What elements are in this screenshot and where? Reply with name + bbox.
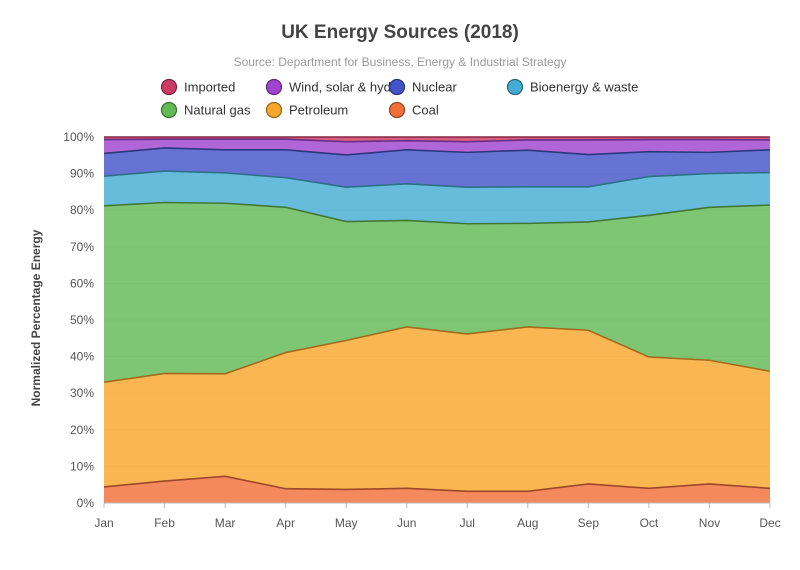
area-coal [104,476,770,503]
legend-label: Nuclear [412,80,457,95]
area-natural-gas [104,202,770,383]
line-nuclear [103,147,771,156]
y-tick-label: 10% [70,459,94,473]
legend-item-imported[interactable]: Imported [160,78,236,96]
legend-marker [160,78,178,96]
legend-item-wind-solar-hydro[interactable]: Wind, solar & hydro [265,78,403,96]
y-axis-title: Normalized Percentage Energy [29,229,43,406]
legend-item-petroleum[interactable]: Petroleum [265,101,349,119]
y-tick-label: 30% [70,386,94,400]
x-tick-label: Mar [215,516,236,530]
line-wind-solar-hydro [103,138,771,143]
y-tick-label: 50% [70,313,94,327]
line-coal [103,475,771,493]
legend-marker [388,101,406,119]
plot-areas [104,137,770,503]
area-wind-solar-hydro [104,139,770,155]
legend-label: Coal [412,103,439,118]
x-tick-label: Jul [460,516,475,530]
line-petroleum [103,326,771,384]
legend-item-natural-gas[interactable]: Natural gas [160,101,251,119]
area-nuclear [104,147,770,188]
legend-marker [388,78,406,96]
legend-item-coal[interactable]: Coal [388,101,439,119]
x-tick-label: May [335,516,358,530]
y-tick-label: 100% [63,130,94,144]
legend-marker [160,101,178,119]
area-petroleum [104,326,770,492]
x-tick-label: Jan [94,516,113,530]
legend-label: Wind, solar & hydro [289,80,402,95]
legend-item-nuclear[interactable]: Nuclear [388,78,458,96]
y-axis: 0% 10% 20% 30% 40% 50% 60% 70% 80% 90% 100% [63,130,94,510]
legend-marker [506,78,524,96]
chart-subtitle: Source: Department for Business, Energy … [234,55,567,69]
x-tick-label: Sep [578,516,600,530]
legend-label: Petroleum [289,103,348,118]
x-tick-label: Aug [517,516,538,530]
legend-marker [265,101,283,119]
legend-marker [265,78,283,96]
legend-item-bioenergy-waste[interactable]: Bioenergy & waste [506,78,639,96]
x-axis: Jan Feb Mar Apr May Jun Jul Aug Sep Oct Nov Dec [94,502,781,530]
y-tick-label: 90% [70,167,94,181]
y-tick-label: 0% [77,496,95,510]
series-lines [103,136,771,493]
y-tick-label: 40% [70,350,94,364]
x-tick-label: Nov [699,516,720,530]
line-bioenergy-waste [103,170,771,188]
chart-title: UK Energy Sources (2018) [281,22,519,43]
legend-label: Bioenergy & waste [530,80,638,95]
x-tick-label: Dec [759,516,780,530]
legend-label: Imported [184,80,235,95]
x-tick-label: Apr [276,516,295,530]
line-natural-gas [103,201,771,225]
legend: Imported Wind, solar & hydro Nuclear Bioene… [160,78,639,119]
x-tick-label: Jun [397,516,416,530]
area-bioenergy-waste [104,171,770,224]
area-imported [104,137,770,142]
x-tick-label: Oct [640,516,659,530]
y-tick-label: 60% [70,276,94,290]
x-tick-label: Feb [154,516,175,530]
y-tick-label: 70% [70,240,94,254]
y-tick-label: 20% [70,423,94,437]
legend-label: Natural gas [184,103,251,118]
y-tick-label: 80% [70,203,94,217]
